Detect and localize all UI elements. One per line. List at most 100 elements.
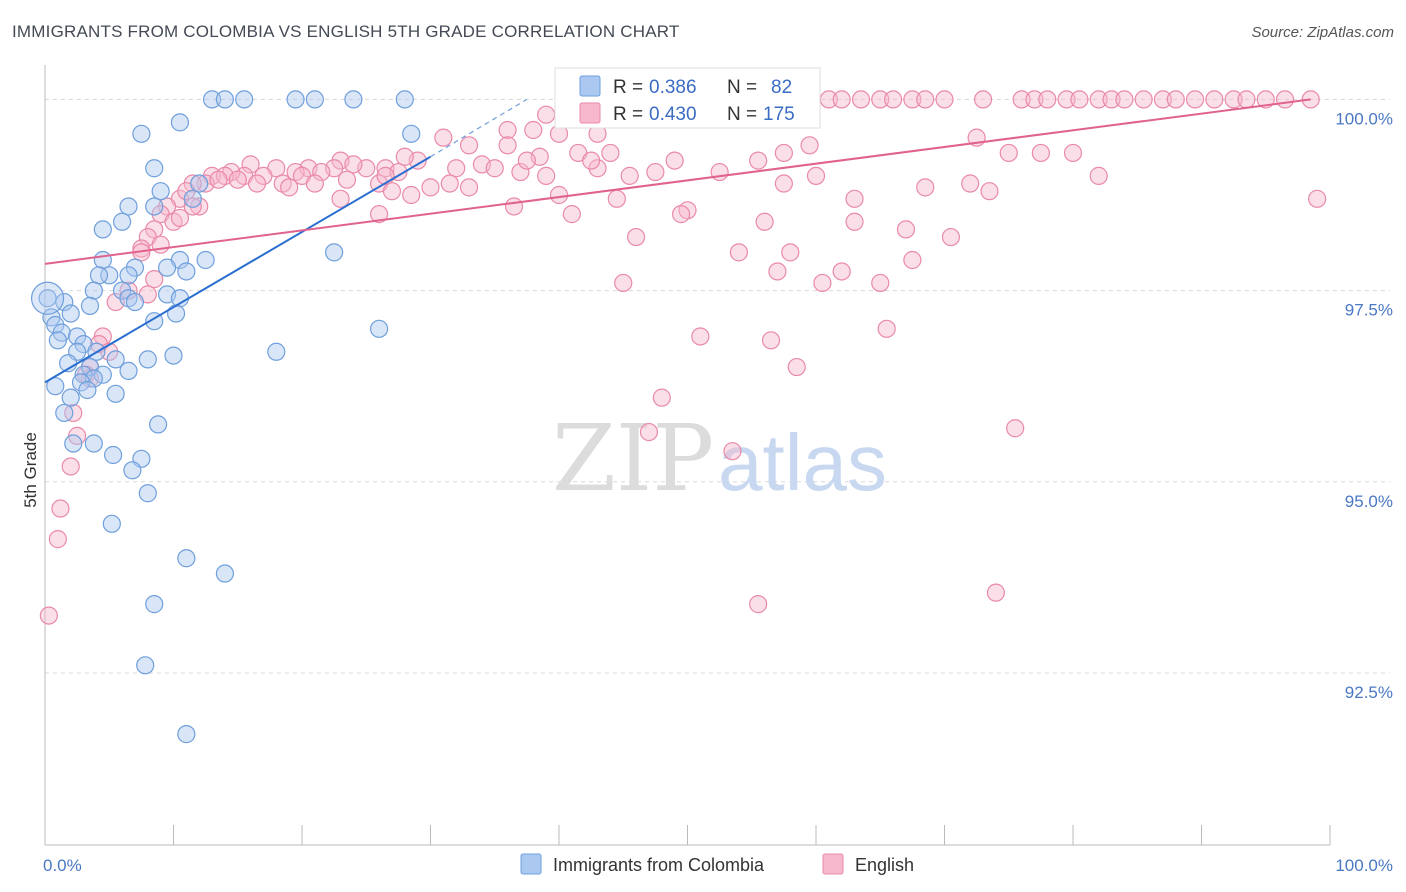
- english-point-149: [691, 327, 710, 346]
- colombia-point-15: [119, 197, 138, 216]
- english-point-127: [151, 235, 170, 254]
- english-point-23: [1237, 90, 1256, 109]
- english-point-73: [241, 155, 260, 174]
- english-point-8: [973, 90, 993, 109]
- english-point-39: [524, 120, 543, 140]
- stats-swatch-blue: [579, 75, 601, 97]
- english-point-58: [806, 166, 826, 185]
- colombia-point-24: [157, 258, 177, 277]
- colombia-point-42: [48, 331, 67, 350]
- english-point-125: [170, 208, 190, 228]
- english-point-93: [312, 162, 331, 182]
- colombia-point-68: [104, 445, 123, 465]
- english-point-111: [485, 159, 504, 178]
- colombia-point-63: [61, 388, 80, 407]
- colombia-point-32: [125, 292, 145, 312]
- english-point-115: [646, 162, 665, 182]
- colombia-point-50: [267, 342, 286, 361]
- trend-line-colombia: [44, 155, 432, 384]
- watermark-zip: ZIP: [552, 405, 714, 512]
- y-tick-label-1: 97.5%: [1345, 301, 1393, 320]
- stats-r-label-1: R =: [613, 77, 643, 98]
- english-point-24: [1256, 90, 1275, 109]
- legend-swatch-english[interactable]: [822, 853, 844, 875]
- y-tick-label-3: 92.5%: [1345, 683, 1393, 702]
- colombia-point-8: [170, 113, 190, 132]
- english-point-131: [671, 205, 691, 224]
- legend-label-colombia[interactable]: Immigrants from Colombia: [553, 855, 765, 875]
- colombia-point-7: [402, 124, 421, 143]
- english-point-109: [440, 174, 459, 193]
- english-point-3: [871, 90, 890, 109]
- legend-swatch-colombia[interactable]: [520, 853, 542, 875]
- english-point-11: [1038, 90, 1057, 109]
- english-point-138: [832, 262, 851, 281]
- stats-swatch-pink: [579, 102, 601, 124]
- x-tick-label-min: 0.0%: [43, 856, 82, 875]
- colombia-point-17: [93, 220, 112, 239]
- stats-r-value-2: 0.430: [649, 104, 697, 125]
- colombia-point-61: [78, 380, 97, 400]
- colombia-point-14: [190, 174, 209, 193]
- colombia-point-38: [61, 304, 80, 323]
- english-point-136: [941, 227, 961, 247]
- gridlines: [45, 98, 1390, 674]
- english-point-9: [1012, 90, 1031, 109]
- colombia-point-20: [93, 250, 112, 270]
- english-point-12: [1057, 90, 1076, 109]
- english-point-15: [1102, 90, 1121, 109]
- legend-label-english[interactable]: English: [855, 855, 914, 875]
- english-point-119: [331, 189, 350, 208]
- english-point-102: [607, 189, 626, 208]
- colombia-point-76: [136, 656, 155, 675]
- english-point-63: [1089, 166, 1108, 185]
- english-point-49: [774, 143, 793, 163]
- english-point-1: [832, 90, 851, 109]
- english-point-146: [614, 273, 633, 293]
- colombia-point-6: [395, 90, 414, 109]
- english-point-151: [787, 357, 806, 377]
- colombia-point-27: [89, 266, 109, 285]
- english-point-61: [1031, 143, 1050, 163]
- colombia-point-56: [119, 361, 138, 380]
- english-point-13: [1070, 90, 1089, 109]
- english-point-48: [665, 151, 684, 170]
- y-tick-labels: 100.0% 97.5% 95.0% 92.5%: [1335, 109, 1393, 702]
- english-point-19: [1166, 90, 1185, 109]
- x-tick-labels: 0.0% 100.0%: [43, 856, 1393, 875]
- colombia-point-49: [164, 346, 183, 365]
- english-point-5: [903, 90, 922, 109]
- english-point-133: [781, 243, 800, 262]
- stats-r-label-2: R =: [613, 104, 643, 125]
- english-point-99: [459, 178, 479, 197]
- stats-r-value-1: 0.386: [649, 77, 697, 98]
- series-colombia-points: [30, 90, 421, 744]
- series-english-points: [39, 90, 1327, 625]
- colombia-point-26: [100, 266, 119, 285]
- english-point-123: [209, 170, 228, 189]
- colombia-point-60: [46, 377, 65, 396]
- english-point-121: [280, 178, 299, 197]
- english-point-164: [61, 457, 80, 476]
- english-point-43: [459, 136, 479, 155]
- colombia-point-65: [148, 415, 168, 434]
- english-point-166: [48, 530, 67, 549]
- english-point-94: [337, 170, 357, 189]
- english-point-113: [582, 151, 601, 170]
- english-point-55: [537, 166, 556, 185]
- english-point-16: [1115, 90, 1134, 109]
- trend-line-colombia-extension: [430, 98, 528, 158]
- y-axis-title: 5th Grade: [21, 432, 40, 508]
- english-point-169: [39, 606, 58, 625]
- colombia-point-67: [84, 434, 103, 453]
- english-point-137: [980, 182, 999, 201]
- english-point-17: [1134, 90, 1153, 109]
- english-point-118: [376, 166, 395, 185]
- english-point-96: [382, 182, 402, 201]
- english-point-42: [434, 128, 453, 147]
- colombia-point-48: [138, 350, 157, 369]
- english-point-147: [768, 262, 787, 281]
- source-credit: Source: ZipAtlas.com: [1251, 24, 1394, 41]
- colombia-point-33: [80, 296, 100, 315]
- english-point-108: [1308, 189, 1327, 208]
